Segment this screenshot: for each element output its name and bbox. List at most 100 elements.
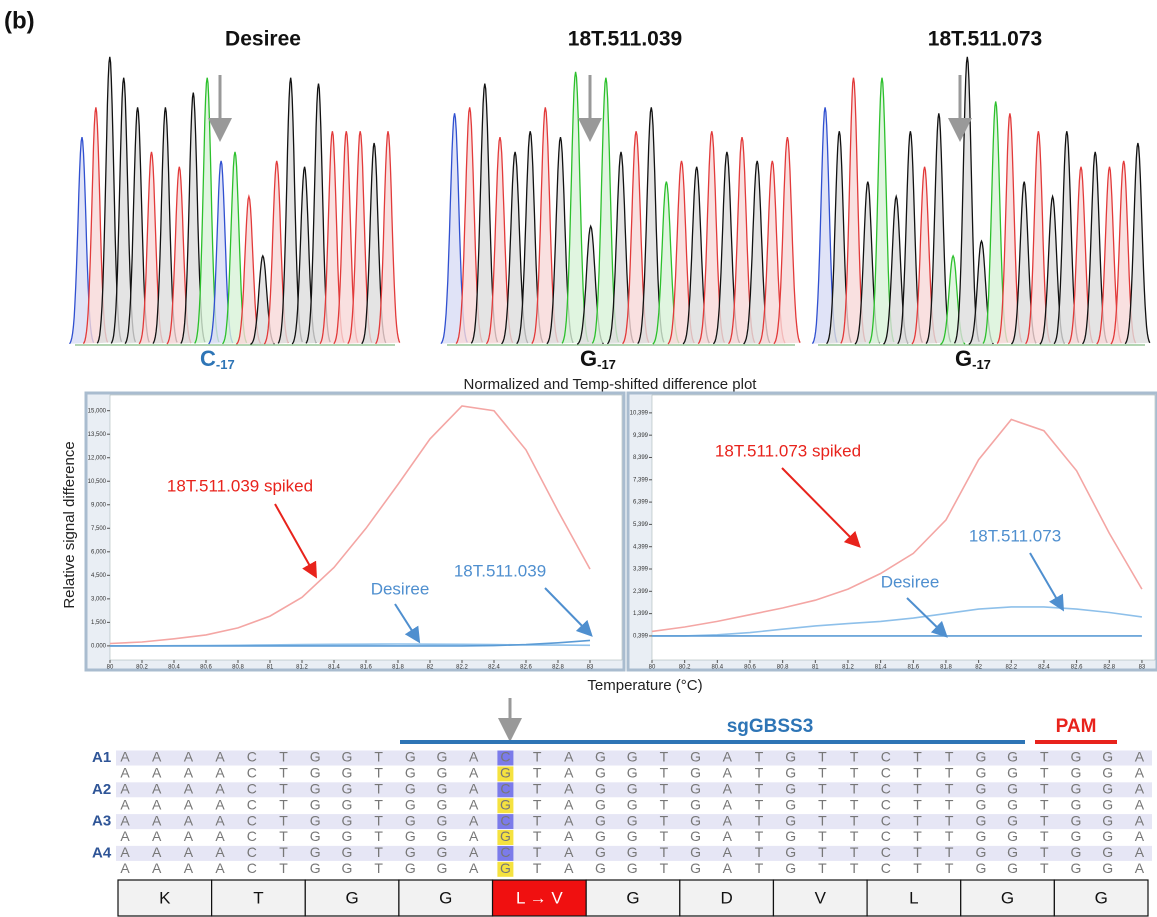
base: A xyxy=(564,765,574,781)
base: A xyxy=(564,749,574,765)
base: C xyxy=(881,765,891,781)
base: A xyxy=(1135,812,1145,828)
base: T xyxy=(533,860,542,876)
base: G xyxy=(1007,796,1018,812)
base: G xyxy=(310,765,321,781)
base: A xyxy=(564,796,574,812)
base: A xyxy=(1135,765,1145,781)
x-tick-label: 81.6 xyxy=(907,665,919,671)
base: T xyxy=(945,765,954,781)
base: A xyxy=(1135,781,1145,797)
x-tick-label: 80.4 xyxy=(168,665,180,671)
base: A xyxy=(469,796,479,812)
base: T xyxy=(1040,828,1049,844)
y-tick-label: 1,500 xyxy=(91,620,107,626)
base: A xyxy=(184,812,194,828)
base: T xyxy=(374,860,383,876)
base: G xyxy=(405,765,416,781)
base: A xyxy=(184,765,194,781)
base: A xyxy=(184,749,194,765)
base: A xyxy=(152,844,162,860)
base: T xyxy=(913,828,922,844)
base: T xyxy=(913,781,922,797)
base-letter: G xyxy=(955,346,972,371)
y-tick-label: 9,399 xyxy=(633,433,649,439)
base: A xyxy=(1135,844,1145,860)
base: G xyxy=(437,796,448,812)
base: A xyxy=(723,796,733,812)
y-tick-label: 1,399 xyxy=(633,611,649,617)
base-letter: C xyxy=(200,346,216,371)
base: T xyxy=(850,812,859,828)
base: G xyxy=(405,860,416,876)
base: G xyxy=(341,781,352,797)
base: C xyxy=(881,860,891,876)
base-call: G-17 xyxy=(580,346,616,373)
base: C xyxy=(500,812,510,828)
base: G xyxy=(405,828,416,844)
base: T xyxy=(660,844,669,860)
base: C xyxy=(881,828,891,844)
base: C xyxy=(500,844,510,860)
base: G xyxy=(627,860,638,876)
y-tick-label: 7,500 xyxy=(91,526,107,532)
base: G xyxy=(785,781,796,797)
amino-acid: G xyxy=(345,888,358,907)
base: T xyxy=(850,781,859,797)
amino-acid: G xyxy=(1095,888,1108,907)
base: G xyxy=(310,812,321,828)
plot-title: Normalized and Temp-shifted difference p… xyxy=(464,376,758,393)
base: A xyxy=(120,796,130,812)
base: G xyxy=(975,860,986,876)
base: A xyxy=(215,860,225,876)
base: A xyxy=(152,812,162,828)
base: A xyxy=(564,828,574,844)
base: T xyxy=(533,796,542,812)
x-tick-label: 80.2 xyxy=(136,665,148,671)
x-tick-label: 81 xyxy=(267,665,274,671)
base: G xyxy=(1071,844,1082,860)
base: G xyxy=(437,844,448,860)
base: T xyxy=(660,781,669,797)
base: G xyxy=(310,749,321,765)
base: G xyxy=(405,749,416,765)
base: T xyxy=(660,812,669,828)
y-axis-label: Relative signal difference xyxy=(61,441,78,608)
x-tick-label: 80 xyxy=(107,665,114,671)
base: A xyxy=(215,781,225,797)
base: G xyxy=(500,765,511,781)
series-annotation: 18T.511.073 spiked xyxy=(715,441,861,460)
y-tick-label: 10,500 xyxy=(88,479,107,485)
base: C xyxy=(881,796,891,812)
amino-acid: G xyxy=(626,888,639,907)
base: T xyxy=(850,796,859,812)
base: T xyxy=(945,828,954,844)
base: C xyxy=(247,765,257,781)
series-annotation: Desiree xyxy=(371,579,430,598)
base: T xyxy=(755,828,764,844)
x-tick-label: 80.2 xyxy=(679,665,691,671)
base: C xyxy=(881,749,891,765)
base: G xyxy=(975,765,986,781)
y-tick-label: 12,000 xyxy=(88,455,107,461)
base: T xyxy=(945,812,954,828)
y-tick-label: 13,500 xyxy=(88,432,107,438)
base: G xyxy=(437,812,448,828)
x-tick-label: 81 xyxy=(812,665,819,671)
sample-title: 18T.511.039 xyxy=(568,28,682,51)
base: G xyxy=(341,828,352,844)
series-annotation: Desiree xyxy=(881,572,940,591)
base: G xyxy=(1007,749,1018,765)
base: T xyxy=(279,844,288,860)
base: G xyxy=(1102,796,1113,812)
row-label: A4 xyxy=(92,844,112,861)
base: A xyxy=(469,812,479,828)
x-tick-label: 82.8 xyxy=(1103,665,1115,671)
base: T xyxy=(660,828,669,844)
base: T xyxy=(1040,765,1049,781)
base: G xyxy=(310,828,321,844)
base: T xyxy=(945,860,954,876)
base: G xyxy=(627,844,638,860)
base: A xyxy=(469,749,479,765)
base: G xyxy=(975,796,986,812)
